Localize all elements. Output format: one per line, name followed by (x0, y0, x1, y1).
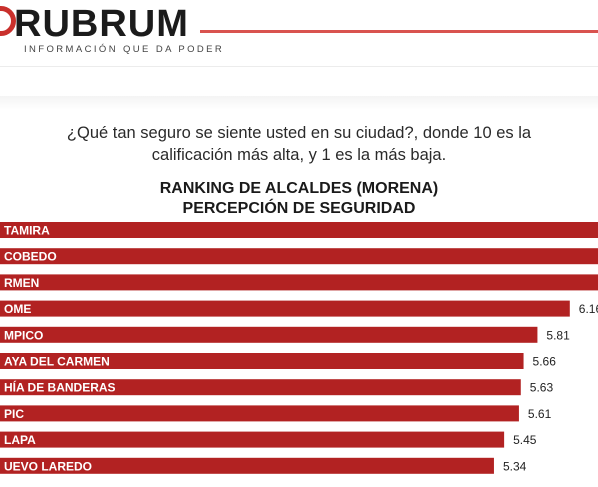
bar-category-label: HÍA DE BANDERAS (4, 380, 116, 395)
bar-category-label: OME (4, 302, 31, 316)
bar-category-label: TAMIRA (4, 224, 50, 238)
bar-category-label: UEVO LAREDO (4, 459, 92, 473)
bar-chart: TAMIRA COBEDO RMEN OME 6.16 MPICO 5.81 AYA DEL … (0, 222, 598, 474)
brand-tagline: INFORMACIÓN QUE DA PODER (24, 44, 225, 55)
bar-category-label: MPICO (4, 328, 43, 342)
chart-title-block: RANKING DE ALCALDES (MORENA) PERCEPCIÓN … (0, 179, 598, 219)
bar-2 (0, 274, 598, 291)
bar-category-label: PIC (4, 407, 24, 421)
bar-8 (0, 431, 505, 448)
chart-subtitle: PERCEPCIÓN DE SEGURIDAD (182, 200, 416, 217)
bar-category-label: LAPA (4, 433, 36, 447)
bar-value-label: 5.34 (503, 459, 527, 473)
bar-7 (0, 405, 519, 422)
bar-3 (0, 300, 570, 317)
question-line-2: calificación más alta, y 1 es la más baj… (151, 146, 447, 164)
chart-title: RANKING DE ALCALDES (MORENA) (159, 180, 439, 197)
site-header: RUBRUM INFORMACIÓN QUE DA PODER (0, 0, 598, 67)
separator-band (0, 96, 598, 110)
bar-value-label: 5.63 (530, 381, 554, 395)
logo-icon (0, 6, 16, 36)
brand-name[interactable]: RUBRUM (14, 3, 189, 45)
bar-5 (0, 353, 524, 369)
survey-question: ¿Qué tan seguro se siente usted en su ci… (0, 122, 598, 166)
bar-category-label: RMEN (4, 276, 39, 290)
bar-4 (0, 326, 538, 343)
bar-6 (0, 379, 521, 396)
bar-category-label: COBEDO (4, 250, 57, 264)
question-line-1: ¿Qué tan seguro se siente usted en su ci… (66, 124, 532, 142)
bar-value-label: 5.66 (533, 355, 557, 369)
bar-1 (0, 248, 598, 265)
bar-9 (0, 457, 494, 474)
bar-value-label: 5.81 (546, 328, 570, 342)
bar-value-label: 5.61 (528, 407, 552, 421)
header-divider (200, 30, 598, 33)
bar-category-label: AYA DEL CARMEN (4, 355, 110, 369)
bar-value-label: 5.45 (513, 433, 537, 447)
bar-0 (0, 222, 598, 238)
bar-value-label: 6.16 (579, 302, 598, 316)
